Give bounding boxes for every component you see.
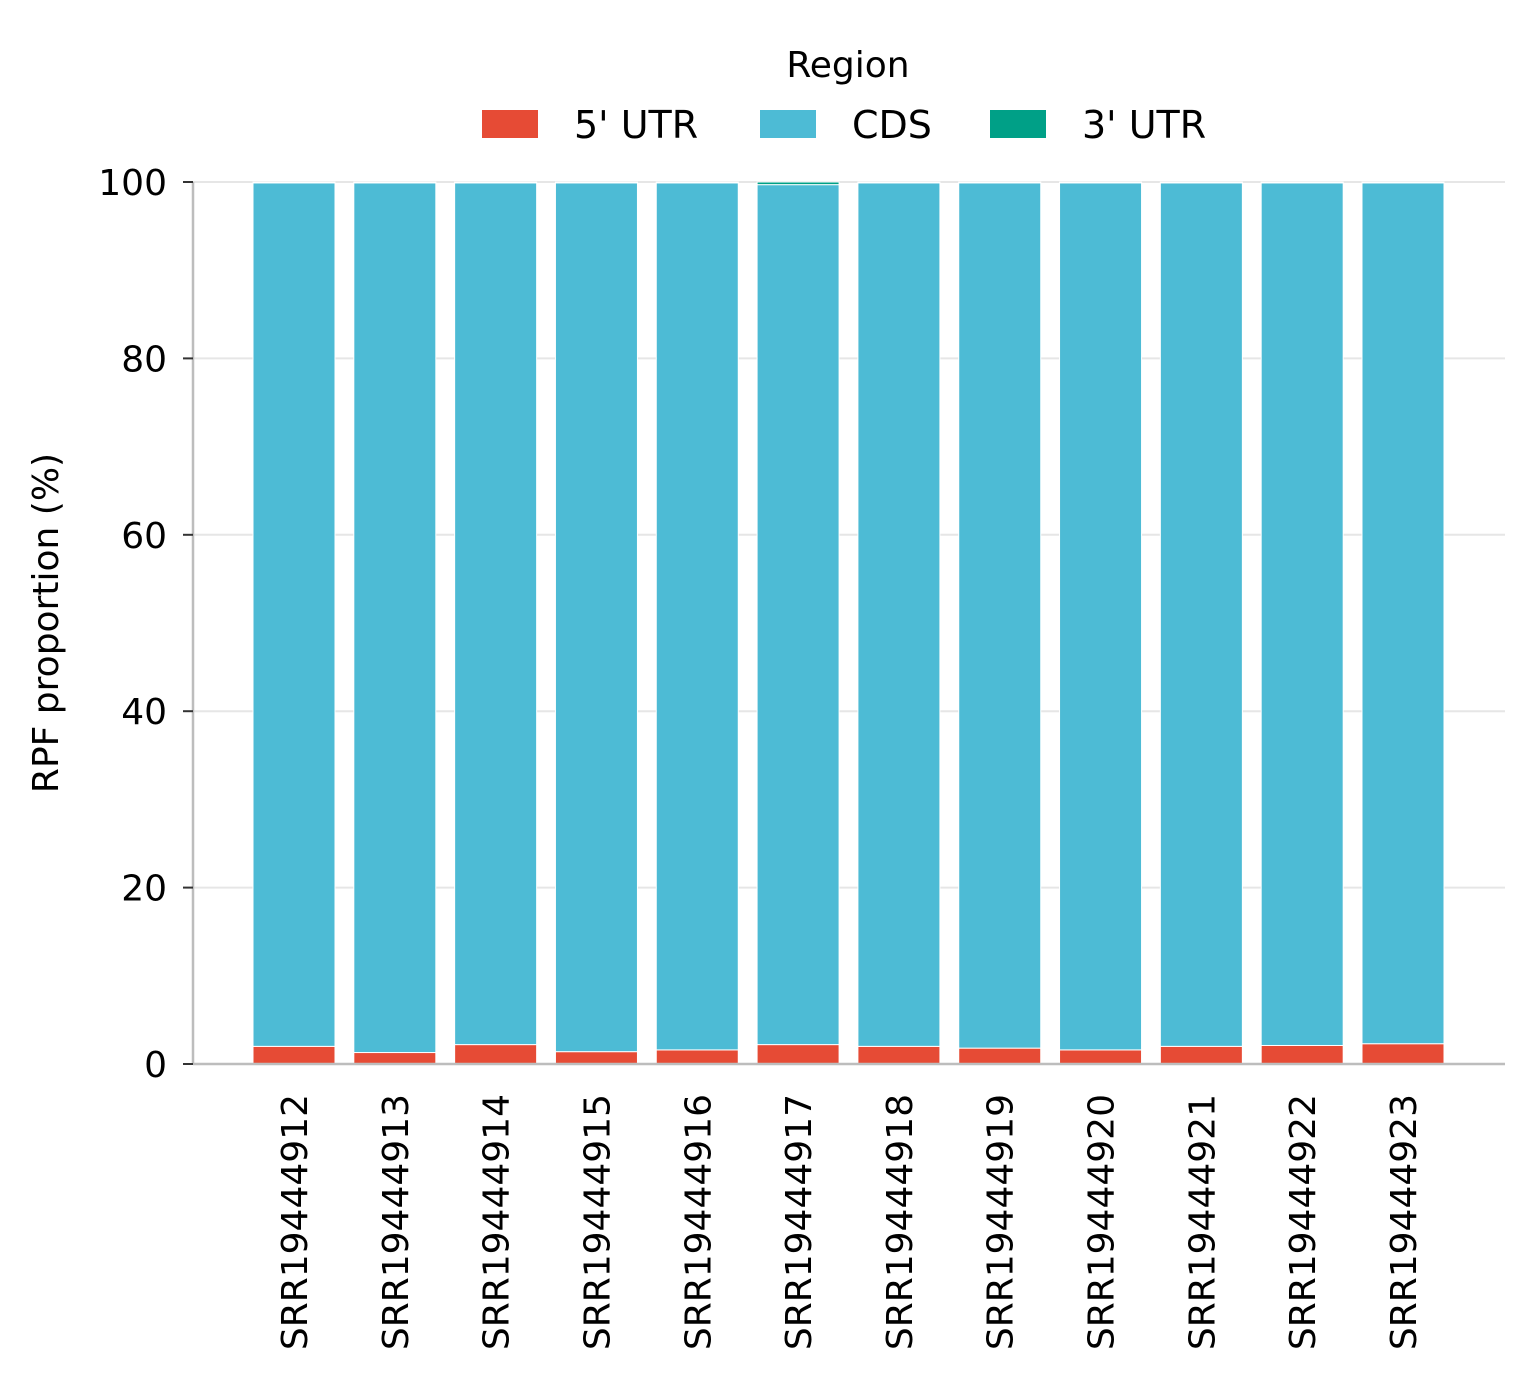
bar-segment <box>1260 182 1344 1046</box>
bar-segment <box>756 1044 840 1065</box>
legend-swatch <box>482 110 538 138</box>
bars <box>252 181 1445 1065</box>
bar-segment <box>958 182 1042 1049</box>
legend-items: 5' UTR CDS 3' UTR <box>482 103 1206 147</box>
legend: Region 5' UTR CDS 3' UTR <box>482 45 1206 147</box>
x-tick-label: SRR19444921 <box>1182 1094 1223 1350</box>
bar-segment <box>353 1052 437 1065</box>
legend-label: 3' UTR <box>1082 103 1206 147</box>
bar-segment <box>353 182 437 1054</box>
x-tick-label: SRR19444914 <box>477 1094 518 1350</box>
y-ticks: 0 20 40 60 80 100 <box>98 163 193 1086</box>
bar-segment <box>1260 1044 1344 1065</box>
y-tick-label: 100 <box>98 163 167 204</box>
bar-segment <box>1361 1043 1445 1065</box>
bar-segment <box>1059 181 1143 184</box>
bar-segment <box>554 1051 638 1065</box>
bar-segment <box>756 181 840 186</box>
bar-segment <box>1159 1045 1243 1065</box>
bar-segment <box>252 1045 336 1065</box>
bar-segment <box>353 181 437 184</box>
x-tick-label: SRR19444918 <box>880 1094 921 1350</box>
legend-title: Region <box>786 45 909 86</box>
y-tick-label: 20 <box>121 869 167 910</box>
bar-segment <box>1159 182 1243 1047</box>
y-tick-label: 40 <box>121 692 167 733</box>
x-tick-label: SRR19444923 <box>1384 1094 1425 1350</box>
bar-segment <box>857 182 941 1047</box>
legend-swatch <box>760 110 816 138</box>
x-tick-label: SRR19444922 <box>1283 1094 1324 1350</box>
bar-segment <box>1059 1049 1143 1065</box>
y-axis-label: RPF proportion (%) <box>26 453 67 793</box>
legend-swatch <box>990 110 1046 138</box>
bar-segment <box>655 182 739 1051</box>
x-tick-label: SRR19444916 <box>678 1094 719 1350</box>
y-tick-label: 0 <box>144 1045 167 1086</box>
bar-segment <box>756 184 840 1046</box>
bar-segment <box>252 182 336 1047</box>
bar-segment <box>1260 181 1344 184</box>
x-tick-label: SRR19444915 <box>577 1094 618 1350</box>
bar-segment <box>1159 181 1243 184</box>
axes <box>191 182 1505 1066</box>
bar-segment <box>958 1047 1042 1065</box>
bar-segment <box>252 181 336 184</box>
bar-segment <box>1361 181 1445 184</box>
bar-segment <box>857 181 941 184</box>
x-tick-label: SRR19444920 <box>1082 1094 1123 1350</box>
bar-segment <box>1361 182 1445 1045</box>
bar-segment <box>454 1044 538 1065</box>
bar-segment <box>655 181 739 184</box>
bar-segment <box>958 181 1042 184</box>
legend-label: 5' UTR <box>574 103 698 147</box>
bar-segment <box>655 1049 739 1065</box>
x-ticks: SRR19444912 SRR19444913 SRR19444914 SRR1944… <box>275 1094 1425 1350</box>
x-tick-label: SRR19444917 <box>779 1094 820 1350</box>
x-tick-label: SRR19444913 <box>376 1094 417 1350</box>
bar-segment <box>554 181 638 184</box>
bar-segment <box>454 181 538 184</box>
legend-label: CDS <box>852 103 932 147</box>
bar-segment <box>454 182 538 1046</box>
bar-segment <box>857 1045 941 1065</box>
bar-segment <box>1059 182 1143 1051</box>
y-tick-label: 80 <box>121 339 167 380</box>
x-tick-label: SRR19444912 <box>275 1094 316 1350</box>
bar-segment <box>554 182 638 1053</box>
y-tick-label: 60 <box>121 516 167 557</box>
x-tick-label: SRR19444919 <box>981 1094 1022 1350</box>
